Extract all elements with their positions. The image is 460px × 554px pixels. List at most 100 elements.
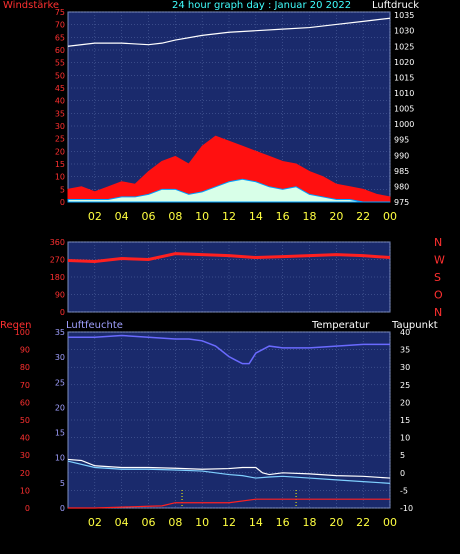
tick-label-temperature: 35 — [400, 346, 410, 355]
tick-label-temperature: 0 — [400, 469, 405, 478]
tick-label-rain: 40 — [20, 434, 30, 443]
tick-label-direction: 180 — [50, 273, 65, 282]
tick-label-hour: 22 — [356, 210, 370, 223]
tick-label-rain: 50 — [20, 416, 30, 425]
tick-label-wind: 65 — [55, 33, 65, 42]
tick-label-humidity: 30 — [55, 353, 65, 362]
tick-label-wind: 75 — [55, 8, 65, 17]
tick-label-wind: 5 — [60, 185, 65, 194]
header-title: 24 hour graph day : Januar 20 2022 — [172, 0, 352, 11]
tick-label-wind: 50 — [55, 71, 65, 80]
tick-label-pressure: 1005 — [394, 105, 414, 114]
tick-label-hour: 00 — [383, 516, 397, 529]
tick-label-hour: 14 — [249, 516, 263, 529]
tick-label-pressure: 1010 — [394, 89, 414, 98]
tick-label-temperature: -5 — [400, 486, 408, 495]
temperature-series-line — [67, 458, 391, 479]
tick-label-hour: 12 — [222, 210, 236, 223]
tick-label-pressure: 1015 — [394, 73, 414, 82]
tick-label-rain: 100 — [15, 328, 30, 337]
tick-label-temperature: 25 — [400, 381, 410, 390]
tick-label-humidity: 10 — [55, 454, 65, 463]
tick-label-hour: 10 — [195, 516, 209, 529]
tick-label-direction: 90 — [55, 291, 65, 300]
tick-label-wind: 40 — [55, 97, 65, 106]
tick-label-pressure: 1020 — [394, 58, 414, 67]
tick-label-hour: 02 — [88, 210, 102, 223]
tick-label-wind: 15 — [55, 160, 65, 169]
tick-label-rain: 70 — [20, 381, 30, 390]
tick-label-hour: 16 — [276, 516, 290, 529]
tick-label-humidity: 5 — [60, 479, 65, 488]
tick-label-temperature: 15 — [400, 416, 410, 425]
tick-label-hour: 20 — [329, 210, 343, 223]
header-left-label: Windstärke — [3, 0, 60, 11]
tick-label-hour: 08 — [168, 516, 182, 529]
tick-label-wind: 0 — [60, 198, 65, 207]
tick-label-rain: 0 — [25, 504, 30, 513]
tick-label-pressure: 975 — [394, 198, 409, 207]
tick-label-hour: 22 — [356, 516, 370, 529]
tick-label-pressure: 985 — [394, 167, 409, 176]
tick-label-temperature: 30 — [400, 363, 410, 372]
tick-label-rain: 90 — [20, 346, 30, 355]
compass-label: N — [434, 236, 442, 249]
tick-label-pressure: 995 — [394, 136, 409, 145]
tick-label-humidity: 35 — [55, 328, 65, 337]
compass-label: N — [434, 306, 442, 319]
tick-label-pressure: 1035 — [394, 11, 414, 20]
gust-series-area — [67, 178, 390, 203]
tick-label-rain: 30 — [20, 451, 30, 460]
tick-label-hour: 06 — [142, 210, 156, 223]
compass-label: O — [434, 289, 443, 302]
pressure-series-line — [67, 17, 391, 47]
tick-label-wind: 55 — [55, 59, 65, 68]
tick-label-hour: 18 — [303, 516, 317, 529]
tick-label-wind: 45 — [55, 84, 65, 93]
tick-label-pressure: 990 — [394, 151, 409, 160]
tick-label-hour: 06 — [142, 516, 156, 529]
wind-series-area — [67, 135, 391, 203]
tick-label-pressure: 1025 — [394, 42, 414, 51]
tick-label-temperature: -10 — [400, 504, 413, 513]
humidity-series-line — [68, 334, 390, 365]
tick-label-hour: 04 — [115, 210, 129, 223]
tick-label-wind: 35 — [55, 109, 65, 118]
tick-label-direction: 270 — [50, 256, 65, 265]
header-right-label: Luftdruck — [372, 0, 420, 11]
tick-label-hour: 16 — [276, 210, 290, 223]
tick-label-wind: 10 — [55, 173, 65, 182]
tick-label-hour: 04 — [115, 516, 129, 529]
rain-series-line — [68, 498, 390, 509]
dewpoint-series-line — [67, 460, 391, 484]
tick-label-hour: 10 — [195, 210, 209, 223]
tick-label-hour: 02 — [88, 516, 102, 529]
humidity-label: Luftfeuchte — [66, 320, 123, 331]
tick-label-pressure: 1000 — [394, 120, 414, 129]
compass-label: S — [434, 271, 441, 284]
tick-label-humidity: 0 — [60, 504, 65, 513]
tick-label-temperature: 20 — [400, 398, 410, 407]
tick-label-hour: 00 — [383, 210, 397, 223]
tick-label-temperature: 10 — [400, 434, 410, 443]
tick-label-rain: 20 — [20, 469, 30, 478]
tick-label-direction: 360 — [50, 238, 65, 247]
tick-label-hour: 12 — [222, 516, 236, 529]
tick-label-temperature: 5 — [400, 451, 405, 460]
tick-label-humidity: 20 — [55, 403, 65, 412]
tick-label-rain: 80 — [20, 363, 30, 372]
tick-label-hour: 18 — [303, 210, 317, 223]
tick-label-wind: 30 — [55, 122, 65, 131]
tick-label-humidity: 25 — [55, 378, 65, 387]
direction-series-line — [67, 252, 391, 263]
tick-label-temperature: 40 — [400, 328, 410, 337]
tick-label-rain: 60 — [20, 398, 30, 407]
tick-label-wind: 20 — [55, 147, 65, 156]
tick-label-pressure: 1030 — [394, 27, 414, 36]
tick-label-hour: 14 — [249, 210, 263, 223]
compass-label: W — [434, 254, 445, 267]
tick-label-rain: 10 — [20, 486, 30, 495]
tick-label-pressure: 980 — [394, 182, 409, 191]
